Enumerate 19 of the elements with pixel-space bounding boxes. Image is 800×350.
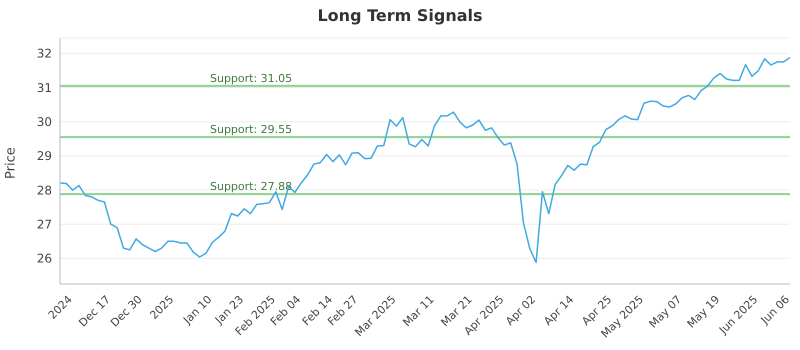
ref-line-label: Support: 31.05 xyxy=(210,72,292,85)
y-tick-label: 30 xyxy=(36,114,52,129)
x-tick-label: Dec 30 xyxy=(108,292,145,330)
ref-line-label: Support: 27.88 xyxy=(210,180,292,194)
y-tick-label: 27 xyxy=(36,217,52,232)
x-tick-label: Apr 02 xyxy=(503,292,538,328)
y-tick-label: 29 xyxy=(36,149,52,164)
chart-title: Long Term Signals xyxy=(316,6,484,27)
y-tick-label: 32 xyxy=(36,46,52,61)
x-tick-label: Apr 14 xyxy=(541,292,576,328)
y-tick-label: 28 xyxy=(36,183,52,198)
y-tick-label: 31 xyxy=(36,80,52,95)
y-axis-title: Price xyxy=(4,147,19,179)
ref-line-label: Support: 29.55 xyxy=(210,123,292,136)
y-tick-label: 26 xyxy=(36,252,52,266)
line-series xyxy=(60,56,790,264)
x-tick-label: Jun 06 xyxy=(758,292,792,328)
x-tick-label: Jan 10 xyxy=(180,292,214,328)
x-tick-label: Mar 11 xyxy=(400,292,437,330)
